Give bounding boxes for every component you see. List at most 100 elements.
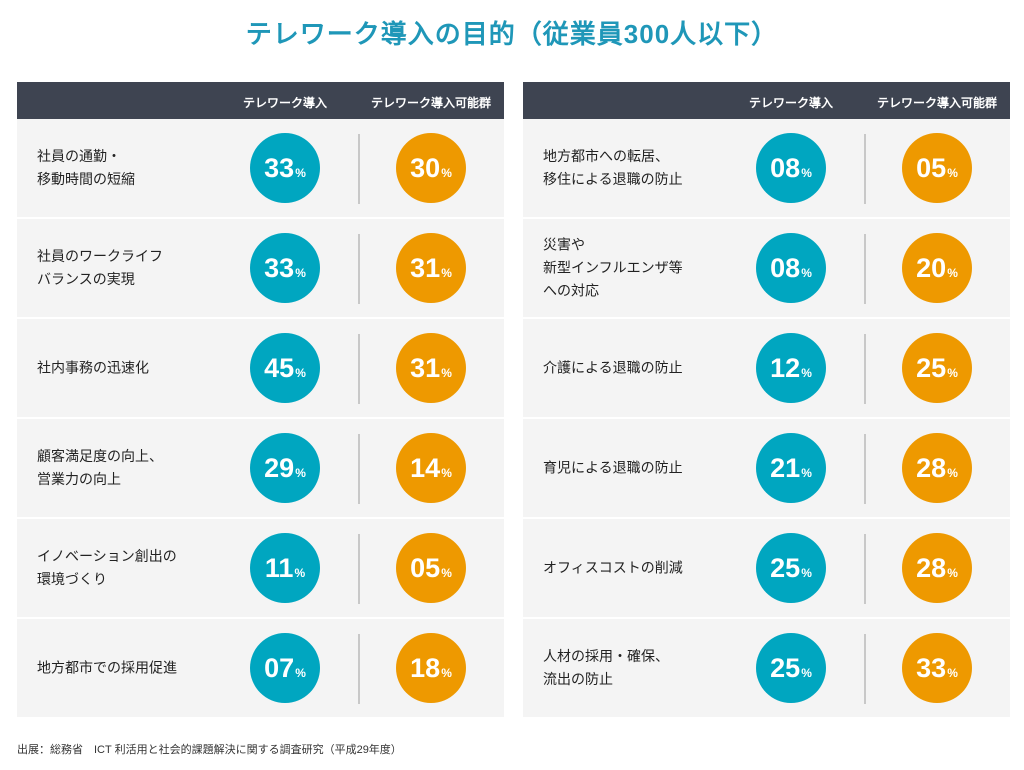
column-divider: [358, 234, 360, 304]
purpose-label: イノベーション創出の 環境づくり: [37, 548, 177, 587]
percent-value: 05: [410, 553, 441, 583]
table-header: テレワーク導入 テレワーク導入可能群: [17, 82, 504, 119]
introduced-percent-badge: 25%: [756, 533, 826, 603]
percent-value: 25: [916, 353, 947, 383]
purpose-label: 人材の採用・確保、 流出の防止: [543, 648, 669, 687]
percent-value: 33: [264, 253, 295, 283]
percent-value: 07: [264, 653, 295, 683]
table-row: 顧客満足度の向上、 営業力の向上 29% 14%: [17, 419, 504, 517]
percent-value: 20: [916, 253, 947, 283]
percent-unit: %: [441, 666, 452, 680]
percent-value: 14: [410, 453, 441, 483]
percent-unit: %: [295, 466, 306, 480]
column-header-introduced: テレワーク導入: [748, 96, 833, 110]
column-header-possible: テレワーク導入可能群: [370, 96, 491, 110]
column-divider: [358, 434, 360, 504]
purpose-label: 育児による退職の防止: [543, 459, 683, 476]
column-divider: [358, 634, 360, 704]
table-row: 人材の採用・確保、 流出の防止 25% 33%: [523, 619, 1010, 717]
percent-unit: %: [441, 266, 452, 280]
purpose-label: 災害や 新型インフルエンザ等 への対応: [543, 236, 683, 299]
purpose-label: 地方都市での採用促進: [37, 659, 177, 676]
introduced-percent-badge: 45%: [250, 333, 320, 403]
left-table: テレワーク導入 テレワーク導入可能群 社員の通勤・ 移動時間の短縮 33% 30…: [17, 82, 504, 717]
percent-unit: %: [295, 266, 306, 280]
percent-unit: %: [947, 566, 958, 580]
table-row: オフィスコストの削減 25% 28%: [523, 519, 1010, 617]
percent-unit: %: [947, 366, 958, 380]
possible-percent-badge: 25%: [902, 333, 972, 403]
introduced-percent-badge: 11%: [250, 533, 320, 603]
percent-unit: %: [441, 566, 452, 580]
possible-percent-badge: 33%: [902, 633, 972, 703]
percent-value: 45: [264, 353, 295, 383]
column-divider: [864, 434, 866, 504]
possible-percent-badge: 31%: [396, 233, 466, 303]
purpose-label: 社内事務の迅速化: [37, 359, 149, 376]
percent-value: 21: [770, 453, 801, 483]
percent-value: 29: [264, 453, 295, 483]
table-row: 地方都市への転居、 移住による退職の防止 08% 05%: [523, 119, 1010, 217]
percent-value: 12: [770, 353, 801, 383]
column-divider: [358, 334, 360, 404]
introduced-percent-badge: 12%: [756, 333, 826, 403]
percent-unit: %: [441, 366, 452, 380]
percent-value: 30: [410, 153, 441, 183]
possible-percent-badge: 20%: [902, 233, 972, 303]
possible-percent-badge: 05%: [396, 533, 466, 603]
percent-unit: %: [295, 666, 306, 680]
introduced-percent-badge: 29%: [250, 433, 320, 503]
table-row: イノベーション創出の 環境づくり 11% 05%: [17, 519, 504, 617]
possible-percent-badge: 28%: [902, 533, 972, 603]
column-divider: [864, 534, 866, 604]
percent-unit: %: [294, 566, 306, 580]
column-divider: [864, 634, 866, 704]
possible-percent-badge: 28%: [902, 433, 972, 503]
table-row: 介護による退職の防止 12% 25%: [523, 319, 1010, 417]
column-divider: [358, 534, 360, 604]
purpose-label: 地方都市への転居、 移住による退職の防止: [543, 148, 683, 187]
possible-percent-badge: 14%: [396, 433, 466, 503]
introduced-percent-badge: 33%: [250, 233, 320, 303]
source-note: 出展：総務省 ICT 利活用と社会的課題解決に関する調査研究（平成29年度）: [17, 744, 402, 756]
introduced-percent-badge: 08%: [756, 133, 826, 203]
percent-unit: %: [801, 166, 812, 180]
percent-unit: %: [801, 466, 812, 480]
percent-value: 31: [410, 353, 441, 383]
percent-value: 33: [264, 153, 295, 183]
percent-unit: %: [801, 666, 812, 680]
purpose-label: オフィスコストの削減: [543, 559, 683, 576]
column-header-possible: テレワーク導入可能群: [876, 96, 997, 110]
page-title: テレワーク導入の目的（従業員300人以下）: [245, 19, 779, 49]
purpose-label: 社員のワークライフ バランスの実現: [37, 248, 163, 287]
percent-value: 18: [410, 653, 441, 683]
purpose-label: 顧客満足度の向上、 営業力の向上: [37, 448, 163, 487]
percent-unit: %: [801, 266, 812, 280]
right-rows: 地方都市への転居、 移住による退職の防止 08% 05% 災害や 新型インフルエ…: [523, 119, 1010, 717]
introduced-percent-badge: 07%: [250, 633, 320, 703]
percent-value: 05: [916, 153, 947, 183]
percent-unit: %: [441, 466, 452, 480]
column-divider: [864, 334, 866, 404]
column-divider: [864, 234, 866, 304]
table-row: 社内事務の迅速化 45% 31%: [17, 319, 504, 417]
percent-unit: %: [441, 166, 452, 180]
percent-value: 28: [916, 553, 947, 583]
purpose-label: 社員の通勤・ 移動時間の短縮: [37, 148, 135, 187]
possible-percent-badge: 18%: [396, 633, 466, 703]
table-row: 災害や 新型インフルエンザ等 への対応 08% 20%: [523, 219, 1010, 317]
table-row: 育児による退職の防止 21% 28%: [523, 419, 1010, 517]
table-row: 社員のワークライフ バランスの実現 33% 31%: [17, 219, 504, 317]
introduced-percent-badge: 21%: [756, 433, 826, 503]
right-table: テレワーク導入 テレワーク導入可能群 地方都市への転居、 移住による退職の防止 …: [523, 82, 1010, 717]
possible-percent-badge: 31%: [396, 333, 466, 403]
percent-value: 11: [264, 553, 294, 583]
percent-value: 33: [916, 653, 947, 683]
percent-value: 25: [770, 653, 801, 683]
percent-unit: %: [801, 566, 812, 580]
introduced-percent-badge: 08%: [756, 233, 826, 303]
introduced-percent-badge: 33%: [250, 133, 320, 203]
column-header-introduced: テレワーク導入: [242, 96, 327, 110]
percent-unit: %: [295, 366, 306, 380]
column-divider: [358, 134, 360, 204]
